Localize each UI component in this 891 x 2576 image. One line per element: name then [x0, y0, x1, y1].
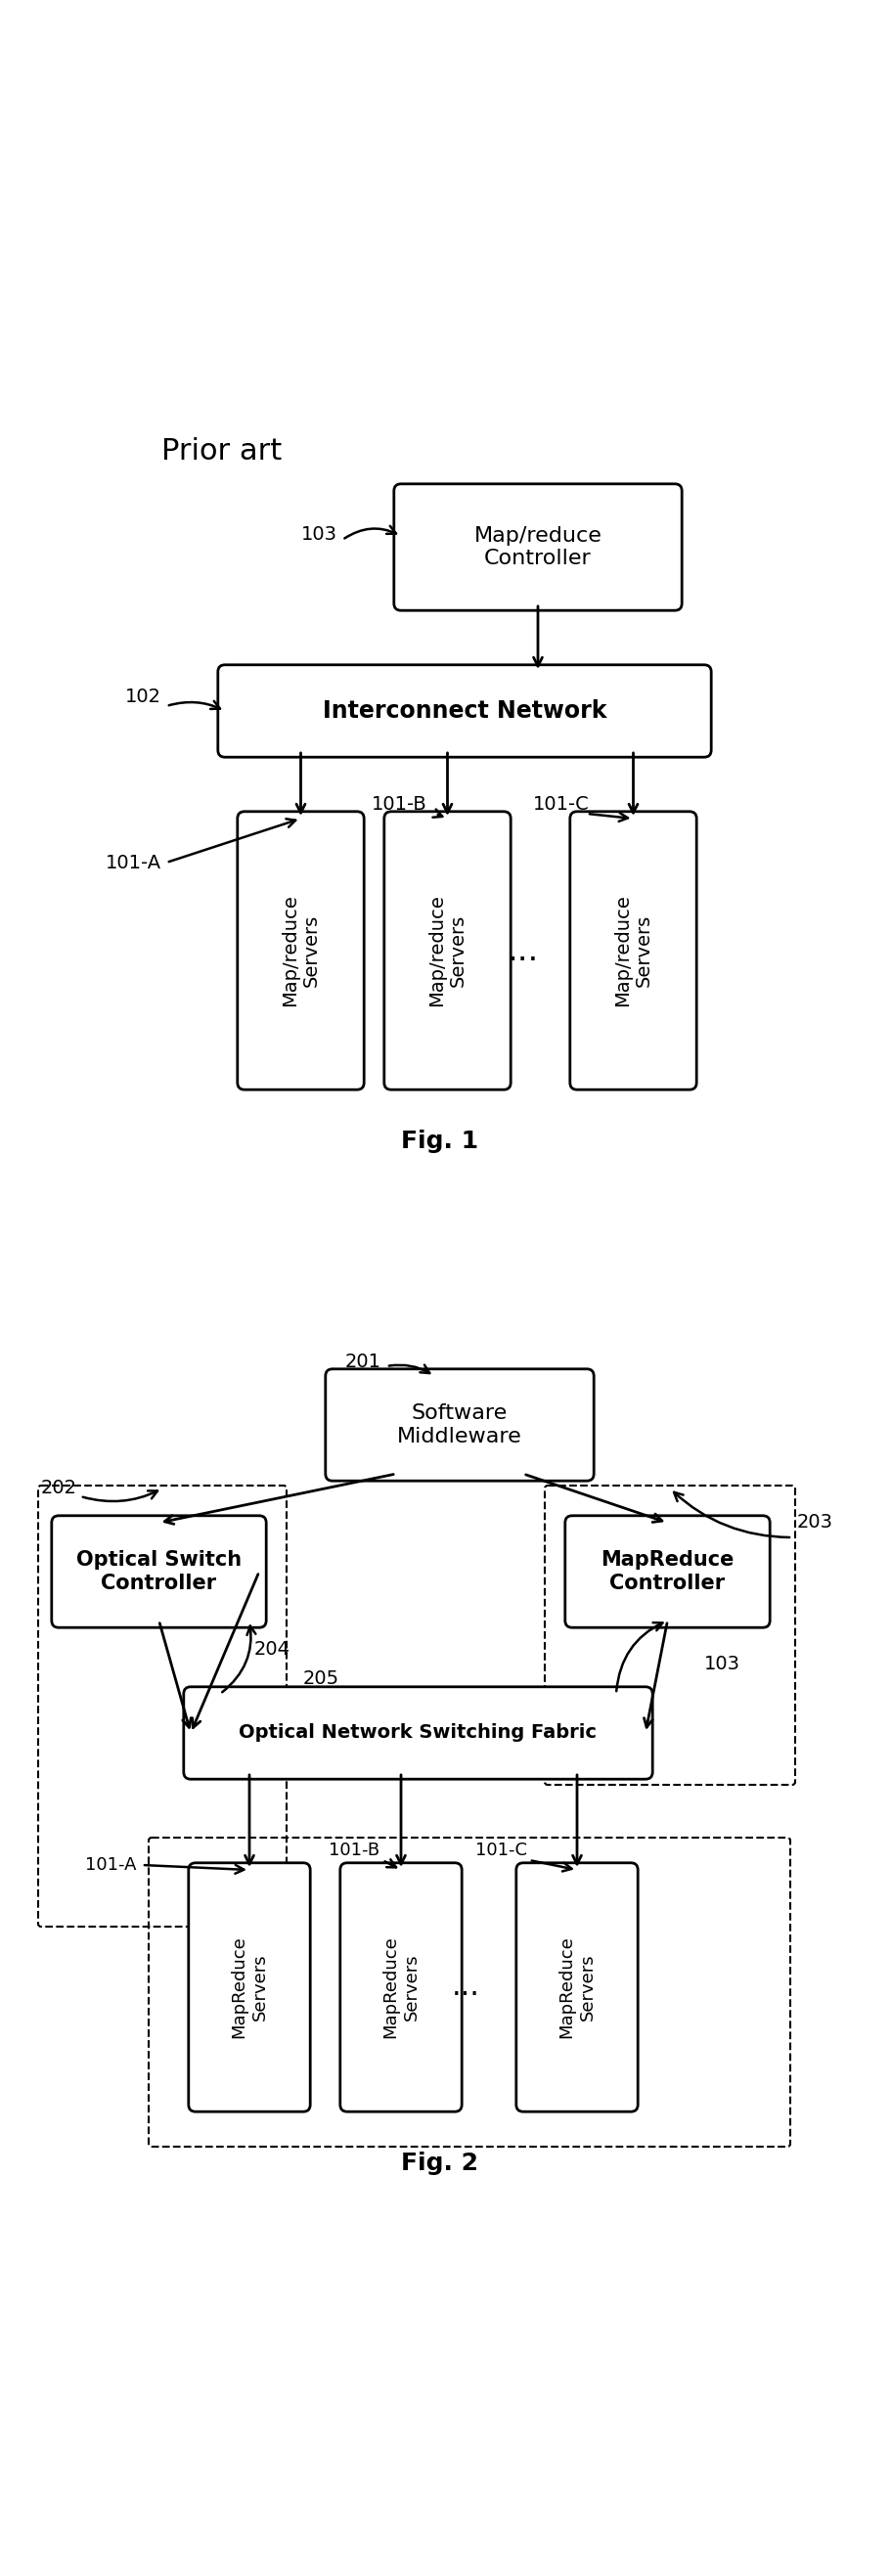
- Text: 103: 103: [703, 1656, 740, 1674]
- Text: ...: ...: [451, 1973, 479, 2002]
- Text: MapReduce
Servers: MapReduce Servers: [558, 1937, 595, 2038]
- FancyBboxPatch shape: [394, 484, 681, 611]
- Text: 205: 205: [303, 1669, 339, 1687]
- Text: Optical Switch
Controller: Optical Switch Controller: [76, 1551, 241, 1592]
- Text: Map/reduce
Controller: Map/reduce Controller: [473, 526, 601, 569]
- FancyBboxPatch shape: [237, 811, 364, 1090]
- Text: MapReduce
Servers: MapReduce Servers: [381, 1937, 420, 2038]
- Text: 101-C: 101-C: [475, 1842, 527, 1860]
- FancyBboxPatch shape: [516, 1862, 637, 2112]
- FancyBboxPatch shape: [384, 811, 511, 1090]
- Text: 201: 201: [345, 1352, 381, 1370]
- Text: Prior art: Prior art: [161, 438, 282, 466]
- Text: Map/reduce
Servers: Map/reduce Servers: [427, 894, 467, 1007]
- Text: 101-A: 101-A: [86, 1857, 137, 1873]
- Text: Interconnect Network: Interconnect Network: [323, 698, 606, 724]
- FancyBboxPatch shape: [184, 1687, 652, 1780]
- Text: MapReduce
Controller: MapReduce Controller: [601, 1551, 733, 1592]
- Text: 203: 203: [797, 1515, 832, 1533]
- Text: 102: 102: [125, 688, 161, 706]
- Text: 204: 204: [254, 1641, 290, 1659]
- FancyBboxPatch shape: [217, 665, 710, 757]
- Text: Fig. 1: Fig. 1: [401, 1128, 478, 1154]
- FancyBboxPatch shape: [188, 1862, 310, 2112]
- Text: 103: 103: [301, 526, 337, 544]
- Text: 101-B: 101-B: [372, 793, 427, 814]
- FancyBboxPatch shape: [52, 1515, 266, 1628]
- Text: Software
Middleware: Software Middleware: [396, 1404, 521, 1445]
- Text: 101-A: 101-A: [105, 853, 161, 871]
- Text: Map/reduce
Servers: Map/reduce Servers: [613, 894, 652, 1007]
- FancyBboxPatch shape: [325, 1368, 593, 1481]
- FancyBboxPatch shape: [565, 1515, 769, 1628]
- Text: MapReduce
Servers: MapReduce Servers: [230, 1937, 268, 2038]
- Text: 101-B: 101-B: [328, 1842, 380, 1860]
- FancyBboxPatch shape: [569, 811, 696, 1090]
- Text: Map/reduce
Servers: Map/reduce Servers: [281, 894, 321, 1007]
- Text: Fig. 2: Fig. 2: [401, 2151, 478, 2174]
- Text: Optical Network Switching Fabric: Optical Network Switching Fabric: [239, 1723, 596, 1741]
- Text: 202: 202: [41, 1479, 78, 1497]
- Text: ...: ...: [507, 935, 538, 966]
- FancyBboxPatch shape: [339, 1862, 462, 2112]
- Text: 101-C: 101-C: [533, 793, 589, 814]
